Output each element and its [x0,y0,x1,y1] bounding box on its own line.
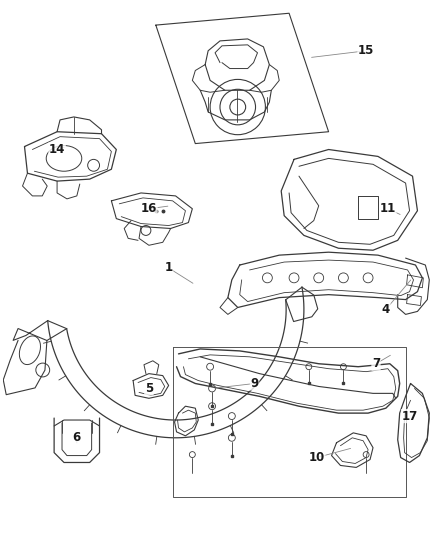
Text: 16: 16 [141,202,157,215]
Text: 7: 7 [372,357,380,370]
Text: 14: 14 [49,143,65,156]
Text: 17: 17 [402,409,418,423]
Text: 11: 11 [380,202,396,215]
Text: 6: 6 [73,431,81,445]
Text: 10: 10 [309,451,325,464]
Text: 9: 9 [251,377,259,390]
Text: 4: 4 [382,303,390,316]
Text: 15: 15 [358,44,374,57]
Text: 5: 5 [145,382,153,395]
Text: 1: 1 [165,262,173,274]
